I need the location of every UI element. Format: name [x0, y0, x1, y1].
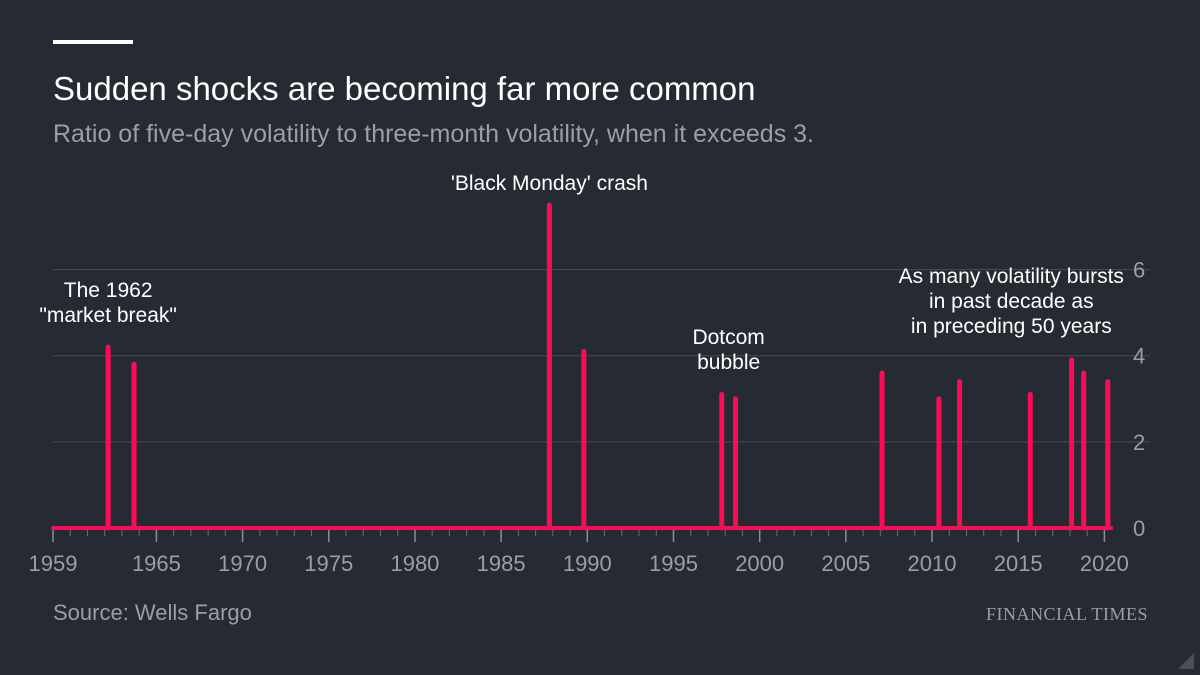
x-tick-label: 1970 [218, 551, 267, 576]
annotation-text: 'Black Monday' crash [451, 172, 648, 195]
chart-title: Sudden shocks are becoming far more comm… [53, 70, 756, 107]
x-tick-label: 1980 [390, 551, 439, 576]
x-tick-label: 2020 [1080, 551, 1129, 576]
y-axis-ticks: 0 2 4 6 [1133, 258, 1145, 541]
annotation-line: "market break" [39, 304, 176, 327]
annotation-line: 'Black Monday' crash [451, 172, 648, 195]
y-tick-label: 0 [1133, 516, 1145, 541]
chart-subtitle: Ratio of five-day volatility to three-mo… [53, 120, 814, 148]
y-tick-label: 6 [1133, 258, 1145, 283]
x-tick-label: 2005 [821, 551, 870, 576]
annotation-line: Dotcom [692, 326, 764, 349]
annotations: The 1962 "market break" 'Black Monday' cra… [39, 172, 1124, 374]
x-tick-label: 1965 [132, 551, 181, 576]
annotation-line: The 1962 [64, 279, 153, 302]
data-spikes [51, 202, 1113, 531]
source-note: Source: Wells Fargo [53, 600, 252, 625]
x-tick-label: 2010 [908, 551, 957, 576]
x-tick-label: 1995 [649, 551, 698, 576]
x-tick-label: 2015 [994, 551, 1043, 576]
ft-logo: FINANCIAL TIMES [985, 604, 1148, 624]
x-tick-label: 1985 [477, 551, 526, 576]
y-tick-label: 2 [1133, 430, 1145, 455]
x-axis-ticks: 1959 1965 1970 1975 1980 1985 1990 1995 2000 2005… [29, 528, 1129, 576]
annotation-text: Dotcom bubble [692, 326, 764, 374]
corner-expand-icon[interactable] [1178, 653, 1194, 669]
x-tick-label: 2000 [735, 551, 784, 576]
annotation-text: As many volatility bursts in past decade … [899, 265, 1124, 338]
x-tick-label: 1990 [563, 551, 612, 576]
annotation-text: The 1962 "market break" [39, 279, 176, 327]
y-tick-label: 4 [1133, 344, 1145, 369]
annotation-line: As many volatility bursts [899, 265, 1124, 288]
annotation-line: in preceding 50 years [911, 315, 1112, 338]
top-rule [53, 40, 133, 44]
annotation-line: bubble [697, 351, 760, 374]
annotation-line: in past decade as [929, 290, 1094, 313]
gridlines [53, 269, 1150, 443]
x-tick-label: 1975 [304, 551, 353, 576]
x-tick-label: 1959 [29, 551, 78, 576]
